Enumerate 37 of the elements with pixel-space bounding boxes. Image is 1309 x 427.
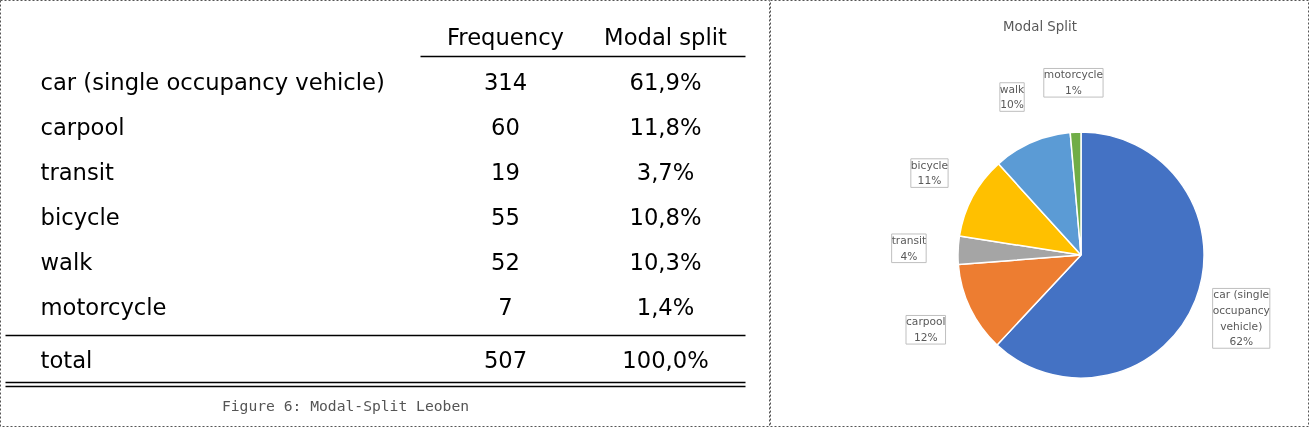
chart-title: Modal Split	[1003, 18, 1077, 34]
data-label: 61,9%	[629, 68, 702, 95]
data-label: 52	[491, 249, 520, 275]
data-label: 11,8%	[629, 113, 702, 140]
category-label: car (single occupancy vehicle)	[40, 68, 385, 95]
data-label: 19	[491, 159, 520, 185]
data-label: 314	[483, 69, 528, 95]
data-label: 1%	[1064, 84, 1082, 98]
data-label: 3,7%	[636, 158, 695, 185]
data-label: 10,8%	[629, 203, 702, 230]
category-label: carpool	[40, 113, 125, 140]
data-label: 10,3%	[629, 248, 702, 275]
data-label: 12%	[913, 331, 938, 345]
text: Frequency	[446, 23, 565, 50]
data-label: 55	[491, 204, 520, 230]
data-label: 7	[498, 294, 513, 320]
slice-label: motorcycle	[1043, 68, 1104, 82]
caption: Figure 6: Modal-Split Leoben	[221, 397, 470, 414]
data-label: 62%	[1229, 335, 1254, 349]
data-label: 60	[491, 114, 520, 140]
data-label: 1,4%	[636, 293, 695, 320]
data-label: 11%	[917, 174, 942, 188]
slice-label: walk	[999, 82, 1026, 96]
category-label: walk	[40, 248, 94, 275]
data-label: 507	[483, 347, 528, 373]
data-label: 4%	[900, 249, 918, 263]
category-label: bicycle	[40, 203, 120, 230]
category-label: motorcycle	[40, 293, 167, 320]
slice-label: car (single occupancy vehicle)	[1212, 288, 1270, 333]
data-label: 100,0%	[622, 346, 709, 373]
slice-label: bicycle	[910, 158, 949, 172]
slice-label: carpool	[906, 315, 946, 329]
data-label: 10%	[1000, 98, 1024, 112]
category-label: total	[40, 346, 93, 373]
text: Modal split	[604, 23, 728, 50]
category-label: transit	[40, 158, 115, 185]
slice-label: transit	[891, 233, 927, 247]
